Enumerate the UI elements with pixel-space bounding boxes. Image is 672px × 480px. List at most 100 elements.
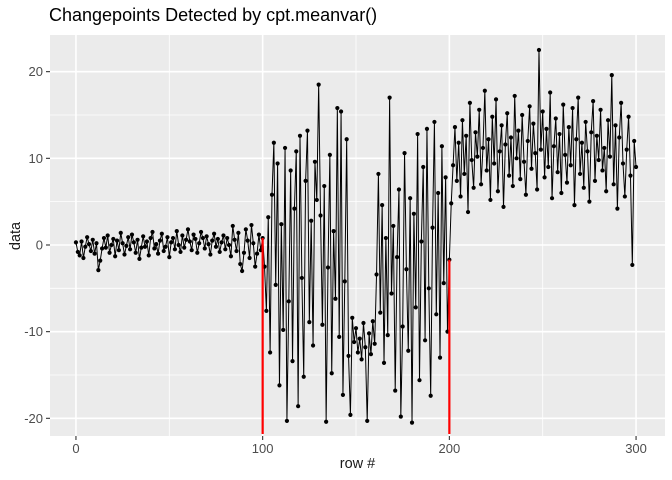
- data-point: [254, 251, 260, 256]
- y-axis-title: data: [7, 221, 24, 250]
- data-point: [101, 235, 107, 241]
- data-point: [493, 97, 499, 102]
- data-point: [555, 170, 560, 175]
- data-point: [598, 107, 603, 112]
- data-point: [286, 299, 291, 304]
- data-point: [589, 130, 594, 135]
- data-point: [324, 419, 329, 424]
- data-point: [378, 310, 383, 315]
- y-tick-label: -10: [24, 324, 43, 339]
- data-point: [583, 119, 588, 125]
- x-tick-label: 300: [625, 441, 647, 456]
- data-point: [495, 189, 501, 194]
- data-point: [271, 140, 276, 145]
- data-point: [406, 348, 411, 353]
- data-point: [609, 73, 614, 78]
- data-point: [430, 225, 435, 230]
- data-point: [596, 157, 601, 163]
- data-point: [226, 242, 232, 248]
- data-point: [292, 206, 297, 211]
- data-point: [632, 138, 637, 144]
- data-point: [540, 109, 545, 114]
- data-point: [630, 262, 635, 268]
- data-point: [73, 240, 79, 245]
- data-point: [426, 286, 431, 291]
- data-point: [492, 161, 497, 166]
- data-point: [385, 333, 390, 338]
- data-point: [514, 156, 519, 161]
- data-point: [75, 249, 80, 255]
- data-point: [146, 253, 151, 258]
- data-point: [400, 324, 405, 329]
- data-point: [428, 393, 433, 398]
- data-point: [408, 196, 413, 201]
- data-point: [577, 171, 583, 177]
- data-point: [176, 242, 181, 248]
- data-point: [350, 315, 355, 320]
- data-point: [344, 137, 349, 142]
- data-point: [322, 183, 327, 189]
- data-point: [152, 246, 157, 251]
- data-point: [86, 242, 92, 247]
- data-point: [210, 238, 215, 243]
- data-point: [88, 248, 93, 254]
- data-point: [626, 114, 631, 119]
- data-point: [467, 100, 472, 105]
- data-point: [103, 245, 108, 250]
- data-point: [325, 265, 331, 270]
- data-point: [79, 239, 84, 244]
- data-point: [471, 185, 476, 190]
- data-point: [120, 241, 125, 246]
- data-point: [277, 383, 282, 388]
- data-point: [307, 320, 312, 325]
- data-point: [113, 254, 118, 259]
- data-point: [535, 187, 540, 192]
- data-point: [129, 232, 135, 237]
- data-point: [206, 242, 211, 247]
- data-point: [529, 166, 534, 171]
- plot-title: Changepoints Detected by cpt.meanvar(): [49, 5, 378, 25]
- data-point: [169, 240, 174, 245]
- data-point: [320, 322, 325, 327]
- data-point: [497, 149, 502, 154]
- data-point: [516, 128, 521, 133]
- data-point: [518, 177, 523, 182]
- data-point: [355, 350, 360, 355]
- data-point: [484, 168, 489, 173]
- data-point: [268, 350, 273, 355]
- data-point: [464, 133, 469, 138]
- data-point: [381, 360, 387, 365]
- data-point: [83, 244, 88, 249]
- x-tick-label: 0: [72, 441, 79, 456]
- data-point: [419, 239, 424, 244]
- data-point: [505, 111, 510, 116]
- data-point: [77, 253, 82, 258]
- data-point: [363, 345, 368, 350]
- data-point: [340, 392, 346, 398]
- data-point: [508, 135, 514, 140]
- data-point: [213, 244, 219, 249]
- data-point: [394, 255, 400, 260]
- data-point: [404, 267, 409, 272]
- data-point: [374, 272, 379, 277]
- data-point: [370, 319, 375, 324]
- data-point: [333, 296, 338, 301]
- data-point: [124, 243, 129, 248]
- data-point: [359, 357, 364, 362]
- data-point: [436, 190, 441, 196]
- data-point: [563, 152, 568, 157]
- data-point: [212, 231, 217, 236]
- data-point: [585, 149, 590, 154]
- data-point: [299, 275, 304, 281]
- data-point: [553, 116, 558, 121]
- y-tick-label: 20: [29, 64, 43, 79]
- data-point: [564, 180, 570, 185]
- data-point: [499, 123, 504, 128]
- data-point: [137, 256, 142, 261]
- x-axis-title: row #: [339, 456, 376, 472]
- data-point: [613, 123, 618, 128]
- data-point: [290, 359, 295, 364]
- data-point: [490, 114, 495, 119]
- data-point: [316, 82, 321, 87]
